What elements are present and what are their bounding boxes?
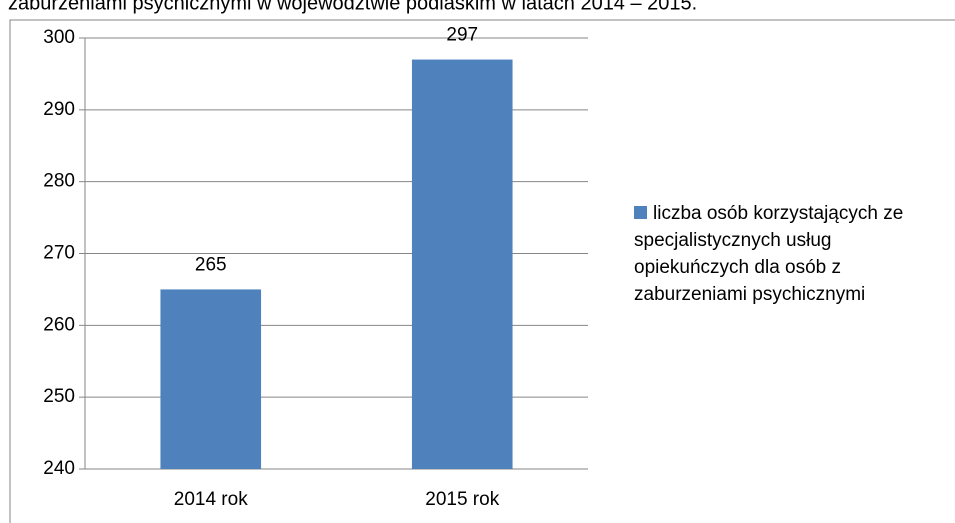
y-tick-label: 300 <box>43 27 75 48</box>
chart-title: zaburzeniami psychicznymi w województwie… <box>8 0 697 14</box>
y-tick-label: 250 <box>43 386 75 407</box>
data-label: 265 <box>195 254 227 275</box>
x-tick-label: 2014 rok <box>174 489 248 510</box>
y-tick-label: 280 <box>43 171 75 192</box>
y-tick-label: 240 <box>43 458 75 479</box>
data-label: 297 <box>446 25 478 46</box>
bar <box>160 289 262 469</box>
legend-key <box>634 206 647 219</box>
x-tick-label: 2015 rok <box>425 489 499 510</box>
legend: liczba osób korzystających ze specjalist… <box>634 200 944 308</box>
bar <box>411 59 513 470</box>
y-tick-label: 270 <box>43 243 75 264</box>
y-tick-label: 260 <box>43 314 75 335</box>
legend-label: liczba osób korzystających ze specjalist… <box>634 203 904 305</box>
y-tick-label: 290 <box>43 99 75 120</box>
